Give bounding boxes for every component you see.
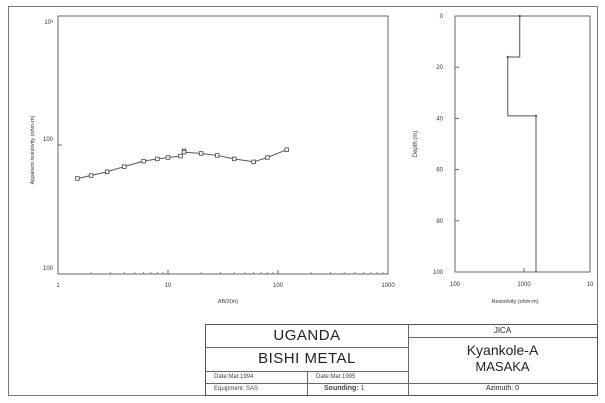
left-x-tick-label: 10: [165, 283, 172, 289]
right-plot-area: [454, 15, 591, 273]
left-data-point: [232, 156, 237, 162]
layer-boundary-point: [518, 15, 521, 17]
layer-boundary-point: [506, 55, 509, 58]
right-y-tick-label: 80: [436, 219, 443, 225]
left-data-point: [155, 156, 160, 162]
left-data-point: [88, 173, 94, 178]
left-x-tick-label: 1000: [381, 283, 395, 289]
left-data-point: [141, 158, 146, 164]
layer-boundary-point: [535, 114, 537, 117]
left-y-tick-label: 100: [43, 137, 54, 143]
date-field-1: Date:Mar.1994: [214, 374, 254, 380]
equipment-field: Equipment: SAS: [214, 386, 259, 392]
country-label: UGANDA: [273, 327, 341, 344]
left-data-point: [198, 151, 204, 156]
left-y-tick-label: 100: [43, 266, 54, 272]
right-xlabel: Resistivity (ohm-m): [491, 299, 538, 305]
left-x-tick-label: 100: [273, 283, 284, 289]
right-y-tick-label: 20: [436, 65, 443, 71]
left-data-point: [104, 169, 110, 174]
right-y-tick-label: 40: [436, 116, 443, 122]
left-data-point: [214, 153, 220, 158]
left-series-group: [75, 147, 289, 181]
left-data-point: [181, 149, 187, 155]
project-label: BISHI METAL: [258, 350, 356, 367]
left-data-point: [178, 153, 183, 159]
right-ylabel: Depth (m): [413, 131, 419, 158]
right-x-tick-label: 100: [450, 282, 461, 288]
left-data-point: [251, 159, 256, 165]
left-xlabel: AB/2(m): [218, 299, 238, 305]
agency-label: JICA: [493, 326, 512, 335]
left-data-point: [284, 147, 289, 152]
sounding-label: Sounding:: [324, 385, 359, 392]
left-y-tick-label: 10³: [44, 20, 53, 26]
site-line2: MASAKA: [475, 359, 530, 374]
sounding-field: Sounding: 1: [324, 385, 364, 392]
left-data-point: [265, 155, 270, 160]
left-data-point: [165, 155, 171, 160]
left-data-point: [122, 164, 127, 169]
left-data-point: [75, 176, 80, 181]
right-x-tick-label: 1000: [517, 282, 531, 288]
right-series-group: [506, 15, 537, 272]
left-x-tick-label: 1: [56, 283, 60, 289]
site-line1: Kyankole-A: [466, 342, 539, 358]
date-field-2: Date:Mar.1995: [316, 374, 356, 380]
layer-model-line: [507, 16, 537, 272]
azimuth-field: Azimuth: 0: [485, 385, 520, 392]
title-block: UGANDA BISHI METAL JICA Kyankole-A MASAK…: [205, 324, 598, 396]
sounding-value: 1: [360, 385, 365, 392]
right-x-tick-label: 10: [587, 282, 594, 288]
left-ylabel: Apparent resistivity (ohm-m): [30, 115, 36, 184]
right-y-tick-label: 60: [436, 168, 443, 174]
right-y-tick-label: 0: [440, 14, 444, 20]
left-tick-group: 1 10 100 1000 10³ 100 100: [43, 15, 395, 289]
right-y-tick-label: 100: [433, 270, 444, 276]
